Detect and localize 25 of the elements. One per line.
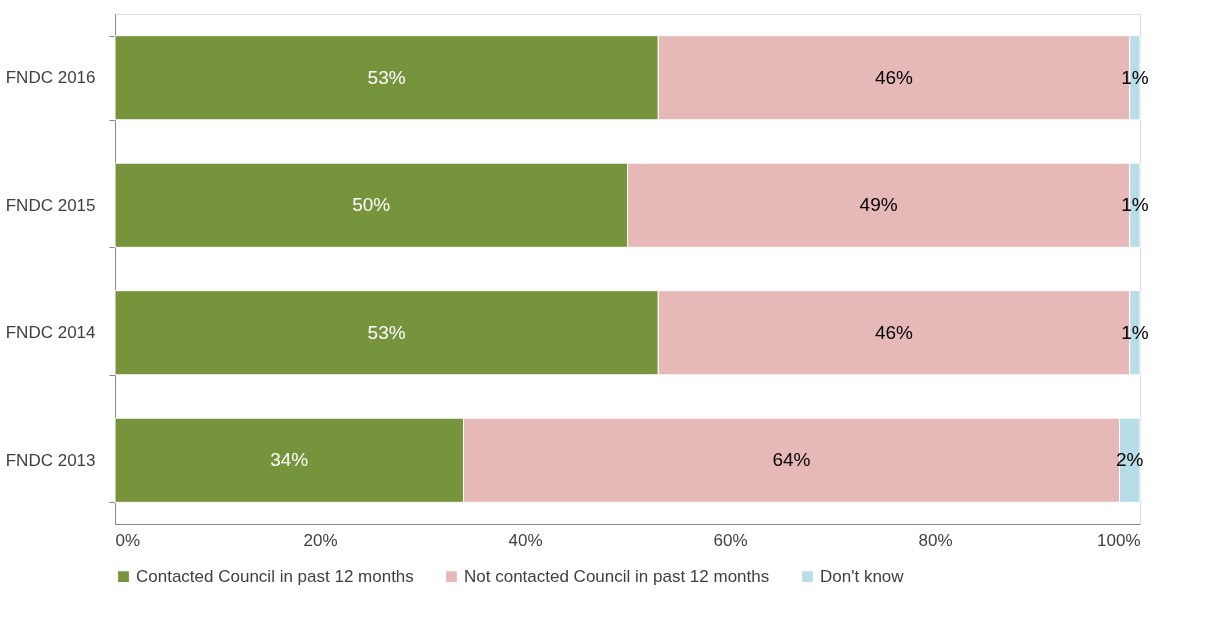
data-label: 2% [1116, 449, 1144, 471]
x-tick-label: 60% [713, 530, 748, 550]
y-tick-label: FNDC 2015 [5, 195, 96, 215]
x-tick-label: 100% [1097, 530, 1141, 550]
data-label: 1% [1121, 194, 1149, 216]
x-tick-label: 0% [115, 530, 141, 550]
data-label: 1% [1121, 321, 1149, 343]
data-label: 64% [772, 449, 811, 471]
legend-label: Not contacted Council in past 12 months [464, 566, 770, 586]
data-label: 34% [270, 449, 309, 471]
data-label: 1% [1121, 66, 1149, 88]
y-tick-label: FNDC 2013 [5, 450, 96, 470]
legend-label: Don't know [820, 566, 905, 586]
y-tick-label: FNDC 2016 [5, 68, 96, 88]
x-tick-label: 80% [918, 530, 953, 550]
data-label: 46% [874, 321, 914, 343]
data-label: 53% [367, 66, 406, 88]
data-label: 46% [874, 66, 914, 88]
legend-label: Contacted Council in past 12 months [136, 566, 414, 586]
y-tick-label: FNDC 2014 [5, 323, 96, 343]
x-tick-label: 20% [303, 530, 338, 550]
data-label: 50% [352, 194, 391, 216]
x-tick-label: 40% [508, 530, 543, 550]
data-label: 49% [859, 194, 898, 216]
data-label: 53% [367, 321, 406, 343]
